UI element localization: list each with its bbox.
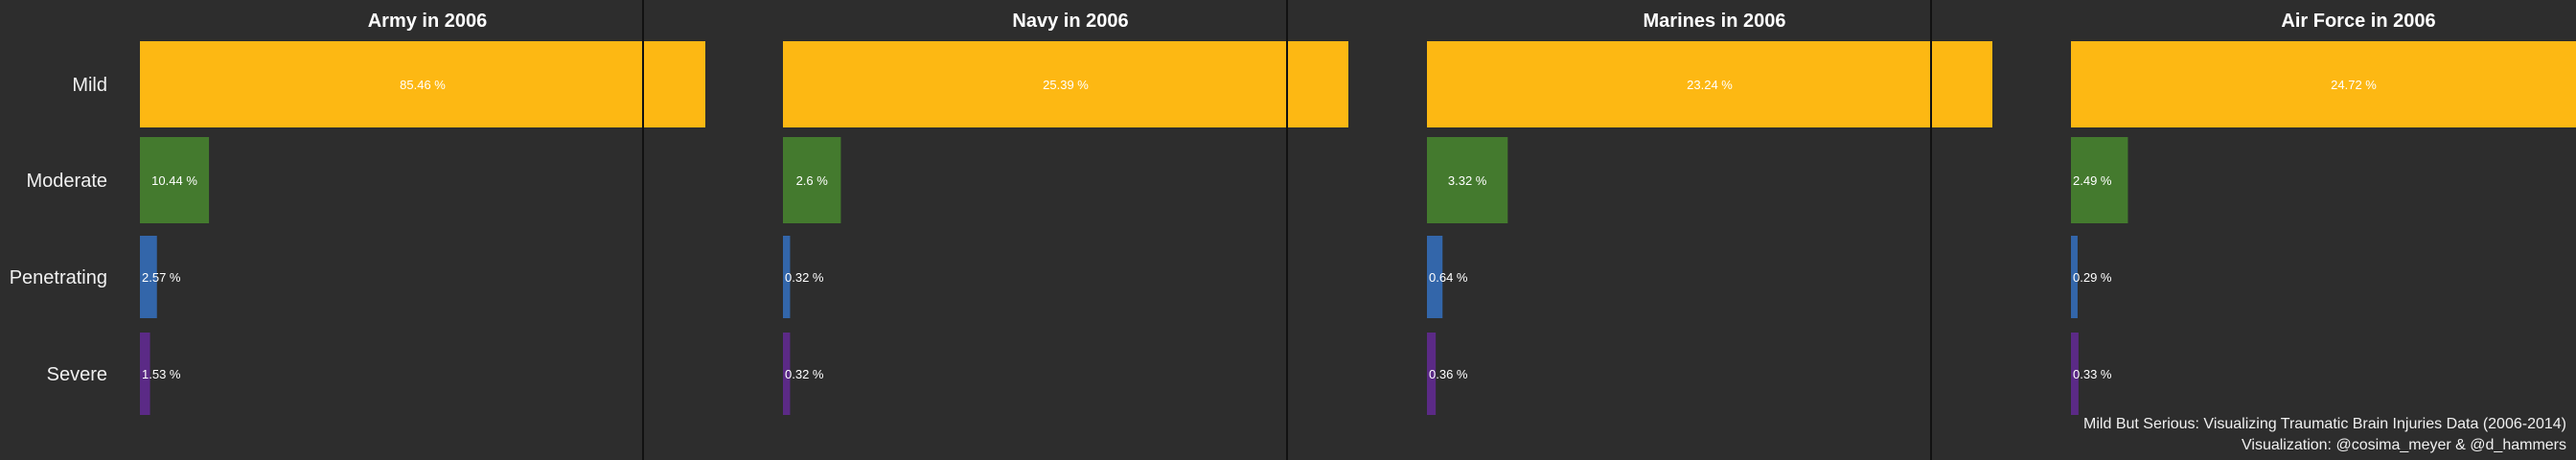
panel-title: Navy in 2006 bbox=[1012, 11, 1128, 32]
category-axis: Mild Moderate Penetrating Severe bbox=[10, 75, 107, 385]
data-label: 10.44 % bbox=[151, 173, 197, 188]
bar-severe bbox=[2071, 333, 2079, 415]
data-label: 2.57 % bbox=[142, 270, 181, 285]
bar-mild bbox=[140, 41, 705, 127]
chart-panels: Army in 2006 85.46 % 10.44 % 2.57 % 1.53 % Na… bbox=[140, 0, 2576, 460]
bar-moderate bbox=[783, 137, 841, 223]
data-label: 1.53 % bbox=[142, 367, 181, 381]
bar-penetrating bbox=[783, 236, 791, 318]
bar-moderate bbox=[140, 137, 210, 223]
panel-title: Air Force in 2006 bbox=[2281, 11, 2435, 32]
bar-moderate bbox=[1427, 137, 1508, 223]
data-label: 24.72 % bbox=[2331, 78, 2377, 92]
data-label: 2.6 % bbox=[796, 173, 829, 188]
data-label: 0.32 % bbox=[785, 367, 824, 381]
category-label: Penetrating bbox=[10, 267, 107, 288]
bar-mild bbox=[783, 41, 1348, 127]
data-label: 0.32 % bbox=[785, 270, 824, 285]
bar-severe bbox=[1427, 333, 1437, 415]
data-label: 2.49 % bbox=[2073, 173, 2112, 188]
caption-line-1: Mild But Serious: Visualizing Traumatic … bbox=[2083, 416, 2566, 432]
category-label: Moderate bbox=[27, 171, 108, 192]
bar-severe bbox=[140, 333, 150, 415]
bar-penetrating bbox=[140, 236, 157, 318]
panel: Marines in 2006 23.24 % 3.32 % 0.64 % 0.36 % bbox=[1286, 0, 1992, 460]
bar-severe bbox=[783, 333, 791, 415]
bar-moderate bbox=[2071, 137, 2128, 223]
data-label: 0.36 % bbox=[1429, 367, 1468, 381]
panel: Navy in 2006 25.39 % 2.6 % 0.32 % 0.32 % bbox=[642, 0, 1348, 460]
bar-penetrating bbox=[2071, 236, 2078, 318]
caption-line-2: Visualization: @cosima_meyer & @d_hammer… bbox=[2242, 437, 2566, 453]
bar-mild bbox=[2071, 41, 2576, 127]
panel-title: Marines in 2006 bbox=[1644, 11, 1786, 32]
panel-title: Army in 2006 bbox=[368, 11, 488, 32]
data-label: 85.46 % bbox=[400, 78, 446, 92]
panel: Air Force in 2006 24.72 % 2.49 % 0.29 % 0.33… bbox=[1930, 0, 2576, 460]
panel: Army in 2006 85.46 % 10.44 % 2.57 % 1.53 % bbox=[140, 11, 705, 415]
bar-penetrating bbox=[1427, 236, 1443, 318]
category-label: Severe bbox=[47, 364, 107, 385]
data-label: 3.32 % bbox=[1448, 173, 1487, 188]
data-label: 0.33 % bbox=[2073, 367, 2112, 381]
bar-mild bbox=[1427, 41, 1992, 127]
category-label: Mild bbox=[72, 75, 107, 96]
data-label: 0.64 % bbox=[1429, 270, 1468, 285]
data-label: 25.39 % bbox=[1043, 78, 1089, 92]
data-label: 23.24 % bbox=[1687, 78, 1733, 92]
data-label: 0.29 % bbox=[2073, 270, 2112, 285]
